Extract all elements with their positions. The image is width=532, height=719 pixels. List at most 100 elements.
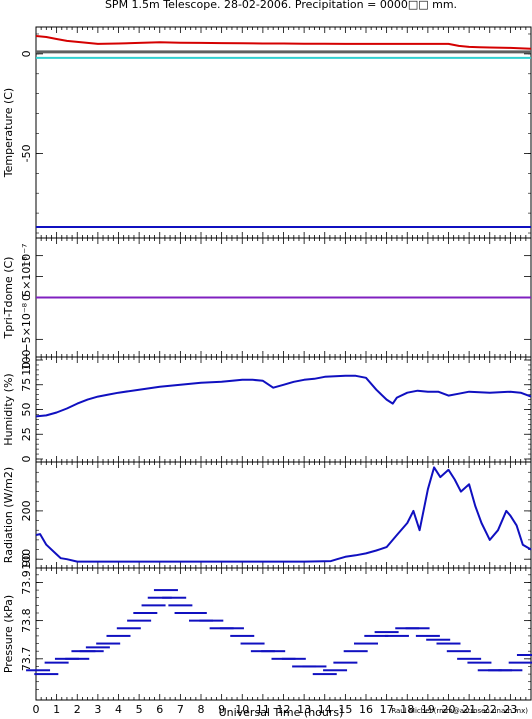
series-line-1 <box>35 374 532 418</box>
data-point <box>96 642 121 645</box>
x-tick-label: 10 <box>235 703 249 716</box>
x-tick-label: 17 <box>380 703 394 716</box>
y-tick-label: 200 <box>20 500 33 521</box>
y-tick-label: 5×10⁻⁸ <box>20 256 33 297</box>
x-tick-label: 23 <box>503 703 517 716</box>
y-tick-label: 0 <box>20 456 33 463</box>
data-point <box>516 654 532 656</box>
y-axis-title: Temperature (C) <box>2 88 15 178</box>
data-point <box>312 673 337 676</box>
panel-frame <box>35 567 532 701</box>
data-point <box>436 642 461 645</box>
y-tick-label: 50 <box>20 403 33 417</box>
x-tick-label: 3 <box>94 703 101 716</box>
data-point <box>364 634 389 637</box>
x-axis-title: Universal Time (hours) <box>219 706 344 719</box>
x-tick-label: 2 <box>74 703 81 716</box>
y-tick-label: 75 <box>20 378 33 392</box>
data-point <box>44 661 69 664</box>
x-tick-label: 19 <box>421 703 435 716</box>
y-tick-label: 10−−5×10⁻⁸ <box>20 302 33 375</box>
data-point <box>127 619 152 622</box>
y-tick-label: 0 <box>20 50 33 57</box>
y-axis-title: Pressure (kPa) <box>2 595 15 673</box>
x-tick-label: 20 <box>442 703 456 716</box>
data-point <box>333 661 358 664</box>
panel-3: 0 25 50 75 100 Humidity (%) <box>2 350 532 463</box>
y-tick-label: 100 <box>20 549 33 570</box>
y-tick-label: 25 <box>20 427 33 441</box>
data-point <box>230 634 255 637</box>
y-tick-label: 100 <box>20 350 33 371</box>
credit-text: Raul Michel (rmm@astrosen.unam.mx) <box>391 707 528 715</box>
data-point <box>405 627 430 630</box>
data-point <box>302 665 327 668</box>
y-tick-label: 10⁻⁷ <box>20 244 33 268</box>
data-point <box>498 669 523 672</box>
data-point <box>116 627 141 630</box>
series-line-1 <box>35 466 532 563</box>
data-point <box>65 657 90 660</box>
data-point <box>147 596 172 599</box>
y-tick-label: 73.7 <box>20 647 33 672</box>
panel-5: 73.7 73.8 73.9 Pressure (kPa) <box>2 567 532 701</box>
x-tick-label: 15 <box>338 703 352 716</box>
data-point <box>153 589 178 592</box>
data-point <box>384 634 409 637</box>
x-tick-label: 11 <box>256 703 270 716</box>
data-point <box>426 638 451 641</box>
x-tick-label: 18 <box>400 703 414 716</box>
data-point <box>467 661 492 664</box>
data-point <box>323 669 348 672</box>
data-point <box>182 612 207 614</box>
data-point <box>343 650 368 653</box>
x-tick-label: 8 <box>198 703 205 716</box>
data-point <box>354 642 378 645</box>
x-tick-label: 5 <box>136 703 143 716</box>
y-tick-label: -50 <box>20 144 33 162</box>
data-point <box>162 596 187 599</box>
data-point <box>106 634 131 637</box>
data-point <box>34 673 59 676</box>
y-axis-title: Radiation (W/m2) <box>2 467 15 563</box>
x-tick-label: 6 <box>156 703 163 716</box>
data-point <box>374 631 399 634</box>
data-point <box>219 627 244 630</box>
data-point <box>457 657 482 660</box>
x-tick-label: 21 <box>462 703 476 716</box>
x-tick-label: 16 <box>359 703 373 716</box>
data-point <box>261 650 286 653</box>
x-tick-label: 0 <box>33 703 40 716</box>
x-tick-label: 7 <box>177 703 184 716</box>
data-point <box>79 650 104 653</box>
data-point <box>446 650 471 653</box>
data-point <box>415 634 440 637</box>
x-tick-label: 1 <box>53 703 60 716</box>
x-tick-label: 14 <box>318 703 332 716</box>
data-point <box>240 642 265 645</box>
panel-frame <box>35 356 532 463</box>
x-tick-label: 22 <box>483 703 497 716</box>
x-tick-label: 12 <box>277 703 291 716</box>
y-tick-label: 90 <box>20 553 33 567</box>
y-tick-label: 73.8 <box>20 608 33 633</box>
y-tick-label: 0 <box>20 294 33 301</box>
data-point <box>85 646 110 649</box>
panel-frame <box>35 461 532 569</box>
panel-2: 10−−5×10⁻⁸05×10⁻⁸10⁻⁷ Tpri-Tdome (C) <box>2 237 532 376</box>
x-tick-label: 4 <box>115 703 122 716</box>
data-point <box>133 612 158 614</box>
data-point <box>168 604 193 607</box>
data-point <box>281 657 306 660</box>
series-line-1 <box>35 35 532 50</box>
data-point <box>26 669 51 672</box>
x-tick-label: 13 <box>297 703 311 716</box>
chart-title: SPM 1.5m Telescope. 28-02-2006. Precipit… <box>105 0 457 11</box>
data-point <box>199 619 224 622</box>
panel-4: 100 200 90 Radiation (W/m2) <box>2 461 532 570</box>
data-point <box>508 661 532 664</box>
y-axis-title: Tpri-Tdome (C) <box>2 257 15 340</box>
y-axis-title: Humidity (%) <box>2 373 15 445</box>
